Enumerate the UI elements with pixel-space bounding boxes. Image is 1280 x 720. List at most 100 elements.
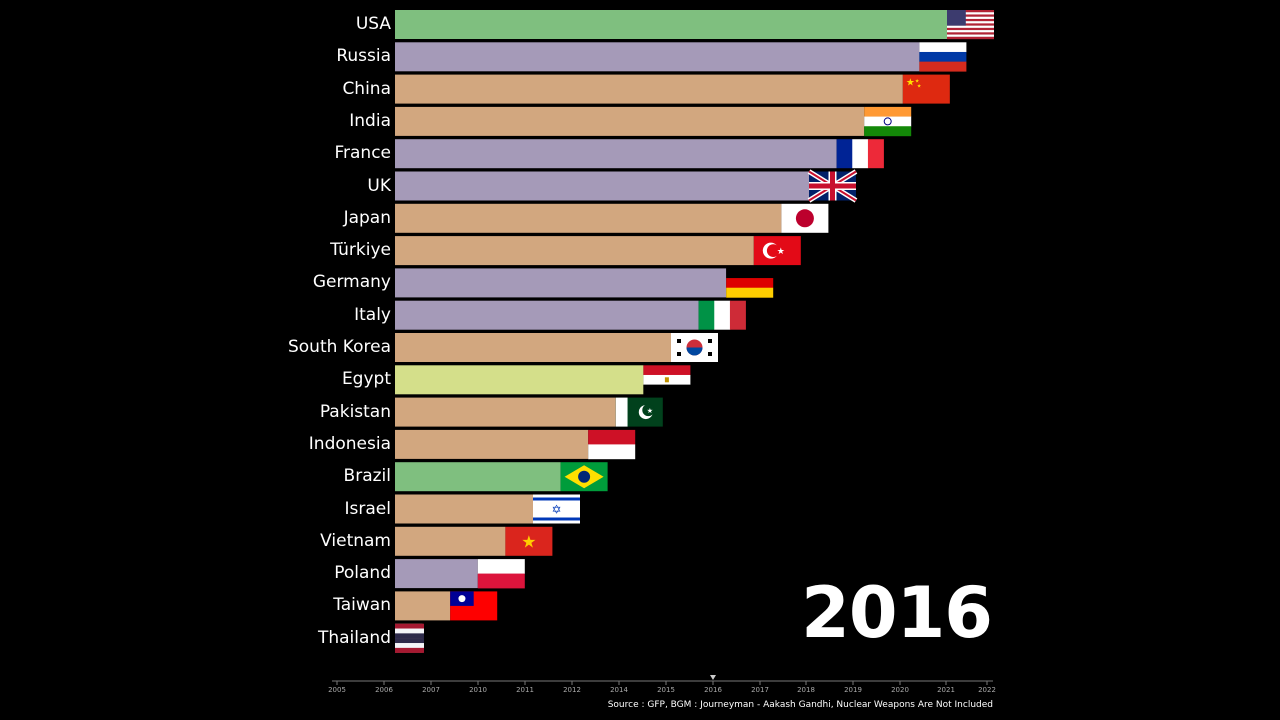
timeline-tick-label: 2017	[751, 686, 769, 694]
bar	[395, 333, 671, 362]
taiwan-flag-icon	[450, 591, 498, 621]
italy-flag-icon	[698, 300, 746, 330]
poland-flag-icon	[477, 559, 525, 589]
bar	[395, 526, 506, 556]
bar-group	[395, 42, 967, 72]
country-label: Pakistan	[319, 401, 391, 422]
timeline-tick-label: 2014	[610, 686, 628, 694]
country-label: Vietnam	[320, 530, 391, 551]
bar-group	[395, 559, 525, 589]
country-label: Poland	[334, 563, 391, 584]
bar	[395, 397, 616, 427]
bar	[395, 494, 533, 524]
india-flag-icon	[864, 106, 912, 137]
bar-group	[395, 203, 829, 233]
timeline-tick-label: 2016	[704, 686, 722, 694]
bar-group	[395, 333, 718, 362]
country-label: UK	[367, 175, 391, 196]
country-label: Russia	[336, 46, 391, 67]
france-flag-icon	[836, 139, 884, 169]
country-label: Israel	[344, 498, 391, 519]
bar-group	[395, 139, 884, 169]
bar	[395, 10, 947, 39]
country-label: Germany	[312, 272, 391, 293]
country-label: Türkiye	[330, 240, 391, 261]
bar-group	[395, 462, 608, 492]
timeline-tick-label: 2010	[469, 686, 487, 694]
bar	[395, 171, 809, 201]
country-label: China	[342, 78, 391, 99]
timeline-tick-label: 2005	[328, 686, 346, 694]
bar-group: ★	[395, 397, 663, 427]
svg-text:★: ★	[917, 84, 922, 90]
timeline-tick-label: 2022	[978, 686, 996, 694]
svg-text:★: ★	[647, 407, 653, 415]
bar	[395, 74, 903, 104]
country-label: Italy	[354, 304, 391, 325]
timeline-tick-label: 2018	[797, 686, 815, 694]
germany-flag-icon	[726, 268, 774, 298]
timeline-tick-label: 2011	[516, 686, 534, 694]
bar	[395, 268, 727, 298]
china-flag-icon: ★ ★★	[902, 74, 950, 104]
egypt-flag-icon	[643, 365, 691, 395]
japan-flag-icon	[781, 203, 829, 233]
israel-flag-icon: ✡	[533, 494, 580, 524]
uk-flag-icon	[807, 169, 858, 203]
bar	[395, 429, 589, 459]
pakistan-flag-icon: ★	[615, 397, 663, 427]
timeline-tick-label: 2015	[657, 686, 675, 694]
bar-group: ★	[395, 526, 553, 556]
svg-text:★: ★	[521, 532, 536, 552]
timeline-marker	[710, 675, 716, 680]
bar-group	[395, 365, 691, 395]
bar	[395, 203, 782, 233]
bar-group	[395, 169, 858, 203]
bar-group: ★ ★★	[395, 74, 950, 104]
vietnam-flag-icon: ★	[505, 526, 553, 556]
russia-flag-icon	[919, 42, 967, 72]
bar	[395, 236, 754, 266]
country-label: Japan	[343, 207, 391, 228]
svg-text:★: ★	[906, 78, 915, 89]
bar-group	[395, 300, 746, 330]
svg-text:★: ★	[777, 247, 785, 257]
bar-group	[395, 591, 498, 621]
bar	[395, 106, 865, 136]
bar	[395, 365, 644, 395]
bar	[395, 42, 920, 72]
country-label: Brazil	[343, 466, 391, 487]
bar-group	[395, 623, 424, 653]
source-text: Source : GFP, BGM : Journeyman - Aakash …	[607, 700, 993, 710]
timeline-tick-label: 2020	[891, 686, 909, 694]
bar	[395, 559, 478, 589]
bar-group: ★	[395, 236, 801, 266]
country-label: Thailand	[317, 627, 391, 648]
brazil-flag-icon	[560, 462, 608, 492]
timeline-tick-label: 2007	[422, 686, 440, 694]
timeline-tick-label: 2021	[937, 686, 955, 694]
country-label: India	[349, 110, 391, 131]
bar	[395, 300, 699, 330]
country-label: Egypt	[341, 369, 391, 390]
bar-group	[395, 429, 636, 460]
bar-group	[395, 268, 774, 298]
svg-text:★: ★	[915, 79, 920, 85]
country-label: South Korea	[287, 337, 391, 357]
south-korea-flag-icon	[671, 333, 718, 362]
country-label: USA	[355, 14, 391, 34]
bar-group	[395, 106, 912, 137]
country-label: France	[334, 143, 391, 164]
usa-flag-icon	[947, 10, 994, 40]
timeline-tick-label: 2012	[563, 686, 581, 694]
bar-group	[395, 10, 994, 40]
svg-text:✡: ✡	[551, 503, 561, 517]
timeline-tick-label: 2006	[375, 686, 393, 694]
year-display: 2016	[801, 572, 993, 654]
country-label: Taiwan	[333, 595, 391, 616]
indonesia-flag-icon	[588, 429, 636, 460]
bar-group: ✡	[395, 494, 580, 524]
bar	[395, 139, 837, 169]
bar	[395, 462, 561, 492]
